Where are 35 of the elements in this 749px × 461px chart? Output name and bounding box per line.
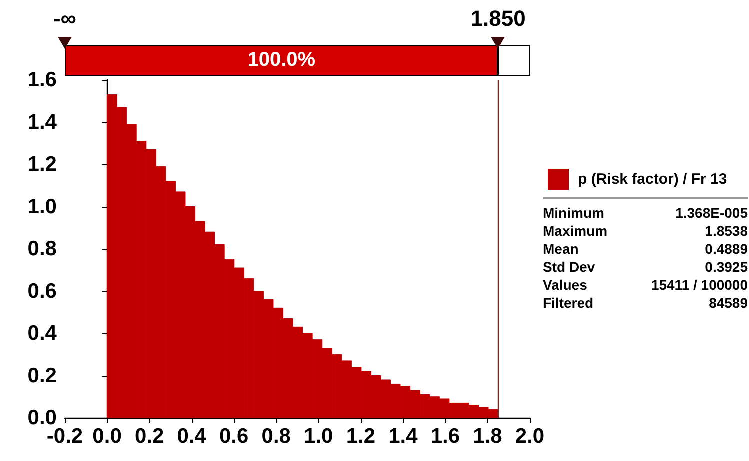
y-tick-label: 0.2 xyxy=(28,364,57,388)
text: Std Dev xyxy=(543,259,596,275)
text: Mean xyxy=(543,241,580,257)
text: Maximum xyxy=(543,223,609,239)
y-tick-label: 1.6 xyxy=(28,68,57,92)
ref-line-label: 1.850 xyxy=(470,6,527,32)
x-tick-label: 1.8 xyxy=(473,425,503,448)
y-tick-label: 0.6 xyxy=(28,280,57,303)
legend-label: p (Risk factor) / Fr 13 xyxy=(578,171,728,188)
y-tick-label: 0.8 xyxy=(28,238,58,260)
x-tick-label: 1.0 xyxy=(304,425,334,448)
text: 84589 xyxy=(708,295,748,311)
x-tick-label: 0.2 xyxy=(134,425,164,448)
x-tick-label: 1.6 xyxy=(430,425,460,448)
x-tick-label: 0.4 xyxy=(177,425,207,448)
x-tick-label: 0.0 xyxy=(92,425,122,448)
x-tick-label: 0.6 xyxy=(219,425,249,448)
y-tick-label: 1.0 xyxy=(28,195,57,218)
text: 0.4889 xyxy=(704,241,748,257)
x-tick-label: 1.4 xyxy=(388,425,418,448)
text: Minimum xyxy=(543,205,606,221)
text: Filtered xyxy=(543,295,595,311)
y-tick-label: 1.2 xyxy=(28,153,57,176)
text: 1.8538 xyxy=(704,223,748,239)
x-tick-label: 0.8 xyxy=(262,425,292,448)
x-tick-label: 1.2 xyxy=(346,425,376,448)
y-tick-label: 0.4 xyxy=(28,322,58,345)
text: 15411 / 100000 xyxy=(650,277,748,293)
text: 100.0% xyxy=(65,45,498,76)
text: 0.3925 xyxy=(704,259,748,275)
text: 1.368E-005 xyxy=(674,205,748,221)
text: Values xyxy=(543,277,588,293)
x-tick-label: 2.0 xyxy=(515,425,545,448)
y-tick-label: 1.4 xyxy=(28,110,58,134)
text: -∞ xyxy=(52,6,78,32)
